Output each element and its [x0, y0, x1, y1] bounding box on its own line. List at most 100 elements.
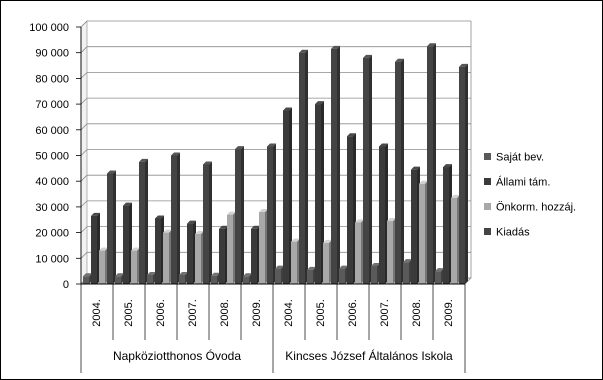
- bar: [259, 212, 265, 284]
- bar: [315, 104, 321, 284]
- bar: [211, 275, 217, 284]
- bar: [347, 136, 353, 284]
- gridline-depth: [80, 226, 88, 233]
- bar: [443, 167, 449, 284]
- bar: [355, 222, 361, 284]
- bar: [363, 57, 369, 285]
- bar-top: [387, 218, 396, 222]
- legend-label: Saját bev.: [496, 152, 544, 164]
- bar-top: [99, 247, 108, 251]
- bar: [459, 66, 465, 285]
- bar: [331, 48, 337, 284]
- bar-top: [187, 220, 196, 224]
- bar: [339, 268, 345, 284]
- bar-top: [163, 229, 172, 233]
- gridline-depth: [80, 149, 88, 156]
- gridline-depth: [80, 97, 88, 105]
- gridline-depth: [80, 252, 88, 259]
- gridline-depth: [80, 123, 88, 131]
- bar-top: [219, 225, 228, 229]
- bar: [91, 215, 97, 284]
- x-tick-label: 2005.: [315, 299, 327, 327]
- bar: [187, 223, 193, 284]
- x-tick-label: 2007.: [187, 299, 199, 327]
- y-tick-label: 40 000: [35, 176, 69, 188]
- bar: [107, 173, 113, 284]
- bar-top: [347, 133, 356, 137]
- legend-swatch: [484, 228, 491, 235]
- bar-top: [395, 58, 404, 62]
- bar-top: [291, 238, 300, 242]
- bar-top: [427, 43, 436, 47]
- x-tick-label: 2008.: [411, 299, 423, 327]
- legend-swatch: [484, 153, 491, 160]
- gridline-depth: [80, 174, 88, 182]
- bar: [395, 61, 401, 284]
- bar-top: [115, 273, 124, 277]
- bar-top: [283, 107, 292, 111]
- bar: [123, 205, 129, 284]
- y-tick-label: 80 000: [35, 73, 69, 85]
- bar-top: [171, 152, 180, 156]
- legend-label: Állami tám.: [496, 176, 550, 189]
- bar: [131, 250, 137, 284]
- bar-top: [235, 146, 244, 150]
- x-tick-label: 2006.: [347, 299, 359, 327]
- bar-side: [289, 107, 292, 285]
- y-axis-ticks: 0 10 000 20 000 30 000 40 000 50 000 60 000 70 …: [29, 22, 81, 291]
- bar-side: [337, 45, 340, 284]
- bar-top: [155, 215, 164, 219]
- bar: [427, 46, 433, 285]
- bar-top: [211, 272, 220, 276]
- bar-top: [419, 180, 428, 184]
- bar-top: [147, 272, 156, 276]
- legend-label: Önkorm. hozzáj.: [496, 202, 576, 214]
- bar: [115, 276, 121, 284]
- bar: [195, 233, 201, 284]
- x-tick-label: 2005.: [123, 299, 135, 327]
- bar: [171, 155, 177, 284]
- x-tick-label: 2008.: [219, 299, 231, 327]
- bar-top: [443, 164, 452, 168]
- bar: [243, 276, 249, 284]
- bars-layer: [83, 43, 468, 285]
- bar-side: [401, 58, 404, 284]
- bar: [387, 221, 393, 284]
- gridline-depth: [80, 46, 88, 53]
- bar-top: [259, 209, 268, 213]
- bar: [267, 146, 273, 284]
- bar-top: [411, 166, 420, 170]
- bar: [235, 149, 241, 284]
- x-tick-label: 2004.: [283, 299, 295, 327]
- bar-side: [145, 158, 148, 284]
- y-tick-label: 30 000: [35, 202, 69, 214]
- bar-top: [91, 212, 100, 216]
- bar-top: [435, 268, 444, 272]
- bar-top: [195, 230, 204, 234]
- y-tick-label: 100 000: [29, 22, 69, 34]
- bar-top: [243, 273, 252, 277]
- bar-side: [241, 146, 244, 284]
- bar-top: [139, 158, 148, 162]
- bar-top: [323, 239, 332, 243]
- bar: [371, 266, 377, 284]
- bar-top: [131, 247, 140, 251]
- bar-side: [209, 161, 212, 284]
- bar-top: [363, 54, 372, 58]
- bar-top: [459, 63, 468, 67]
- bar: [83, 276, 89, 284]
- gridline-depth: [80, 72, 88, 79]
- bar: [307, 269, 313, 284]
- bar: [299, 52, 305, 285]
- bar-side: [465, 63, 468, 285]
- bar: [139, 161, 145, 284]
- bar-side: [305, 49, 308, 285]
- legend-swatch: [484, 178, 491, 185]
- bar: [147, 275, 153, 284]
- bar: [403, 262, 409, 284]
- y-tick-label: 10 000: [35, 253, 69, 265]
- bar-top: [251, 225, 260, 229]
- bar-top: [299, 49, 308, 53]
